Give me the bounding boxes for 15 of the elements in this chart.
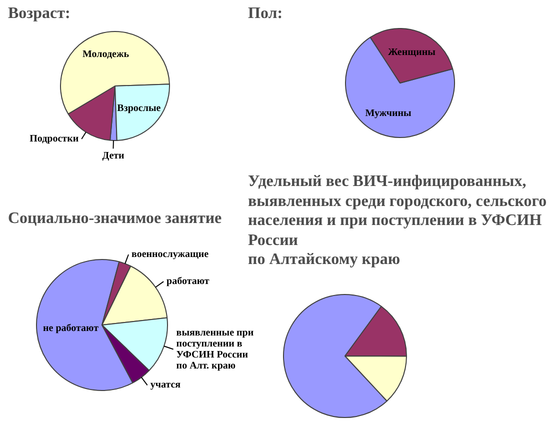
slice-label: выявленные при поступлении в УФСИН России по Алт. краю	[176, 327, 254, 372]
slice-label: Молодежь	[82, 49, 130, 60]
slice-label: учатся	[150, 380, 182, 391]
chart-title: Удельный вес ВИЧ-инфицированных, выявленных среди городского, сельского населения и при поступлении в УФСИН России по Алтайскому краю	[248, 172, 548, 270]
slice-label: военнослужащие	[132, 249, 210, 260]
slice-label: не работают	[43, 323, 99, 334]
chart-title: Пол:	[248, 4, 284, 24]
chart-title: Социально-значимое занятие	[8, 209, 223, 228]
chart-title: Возраст:	[8, 4, 72, 24]
slice-label: Дети	[102, 150, 125, 162]
slice-label: Мужчины	[365, 108, 412, 120]
slice-label: Взрослые	[117, 102, 162, 114]
slice-label: работают	[166, 276, 210, 288]
slice-label: Женщины	[388, 47, 436, 58]
slice-label: Подростки	[30, 134, 79, 145]
